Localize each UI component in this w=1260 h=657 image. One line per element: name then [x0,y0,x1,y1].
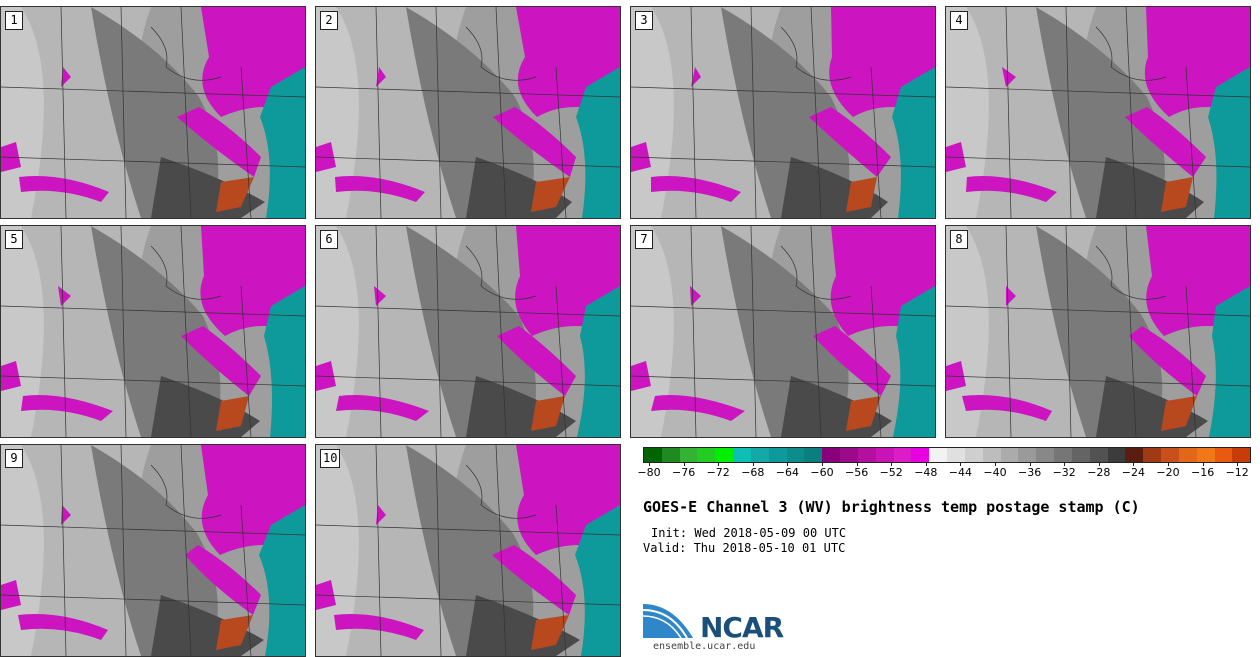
colorbar-tick-mark [822,462,823,466]
colorbar-tick-label: −28 [1087,466,1111,479]
colorbar-swatch-9 [804,448,823,462]
colorbar-swatch-19 [982,448,1001,462]
colorbar-tick-label: −72 [706,466,730,479]
stamp-panel-10: 10 [315,444,621,657]
stamp-panel-9: 9 [0,444,306,657]
colorbar-tick-label: −76 [671,466,696,479]
colorbar-tick-mark [960,462,962,466]
stamp-panel-3: 3 [630,6,936,219]
colorbar-swatch-22 [1036,448,1055,462]
colorbar-tick-mark [925,462,927,466]
colorbar-tick-label: −52 [879,466,903,479]
panel-number-label: 9 [5,449,23,468]
colorbar-swatch-25 [1089,448,1108,462]
colorbar-swatch-0 [644,448,662,462]
valid-time: Valid: Thu 2018-05-10 01 UTC [643,541,846,555]
colorbar-tick-mark [649,462,650,466]
stamp-panel-4: 4 [945,6,1251,219]
colorbar [643,447,1251,463]
panel-number-label: 10 [320,449,341,468]
panel-number-label: 1 [5,11,23,30]
colorbar-swatch-12 [857,448,876,462]
colorbar-swatch-14 [893,448,912,462]
colorbar-tick-label: −40 [983,466,1007,479]
colorbar-swatch-17 [947,448,965,462]
colorbar-swatch-30 [1178,448,1197,462]
logo-url: ensemble.ucar.edu [653,641,756,652]
colorbar-swatch-33 [1232,448,1251,462]
panel-number-label: 8 [950,230,968,249]
colorbar-swatch-24 [1071,448,1090,462]
colorbar-swatch-32 [1214,448,1233,462]
colorbar-tick-mark [995,462,996,466]
colorbar-swatch-31 [1196,448,1215,462]
colorbar-swatch-16 [929,448,948,462]
colorbar-swatch-11 [840,448,858,462]
figure-title: GOES-E Channel 3 (WV) brightness temp po… [643,498,1140,516]
colorbar-tick-mark [1029,462,1031,466]
colorbar-tick-mark [1064,462,1066,466]
panel-number-label: 3 [635,11,653,30]
colorbar-tick-mark [752,462,754,466]
colorbar-tick-mark [1168,462,1169,466]
colorbar-tick-mark [891,462,893,466]
colorbar-tick-label: −36 [1017,466,1042,479]
colorbar-swatch-5 [733,448,751,462]
colorbar-swatch-23 [1054,448,1072,462]
colorbar-swatch-29 [1161,448,1179,462]
colorbar-tick-label: −32 [1052,466,1076,479]
panel-number-label: 2 [320,11,338,30]
panel-number-label: 5 [5,230,23,249]
init-time: Init: Wed 2018-05-09 00 UTC [651,526,847,540]
colorbar-swatch-10 [822,448,841,462]
colorbar-tick-mark [1237,462,1239,466]
colorbar-swatch-6 [750,448,769,462]
colorbar-tick-mark [718,462,720,466]
colorbar-swatch-26 [1107,448,1126,462]
colorbar-swatch-21 [1018,448,1037,462]
colorbar-tick-label: −24 [1121,466,1145,479]
ncar-logo-icon [643,604,693,639]
colorbar-tick-label: −48 [914,466,938,479]
stamp-panel-6: 6 [315,225,621,438]
colorbar-tick-label: −16 [1190,466,1215,479]
colorbar-swatch-1 [661,448,680,462]
colorbar-swatch-27 [1125,448,1144,462]
colorbar-tick-label: −64 [775,466,799,479]
stamp-panel-7: 7 [630,225,936,438]
stamp-panel-2: 2 [315,6,621,219]
colorbar-tick-mark [1133,462,1135,466]
ncar-logo-text: NCAR [700,611,784,644]
colorbar-swatch-2 [679,448,698,462]
colorbar-swatch-8 [786,448,805,462]
colorbar-tick-label: −20 [1156,466,1180,479]
colorbar-swatch-4 [715,448,734,462]
colorbar-swatch-15 [911,448,930,462]
colorbar-tick-label: −60 [810,466,834,479]
colorbar-tick-label: −56 [844,466,869,479]
stamp-panel-5: 5 [0,225,306,438]
colorbar-swatch-18 [964,448,983,462]
colorbar-tick-mark [787,462,789,466]
panel-number-label: 4 [950,11,968,30]
colorbar-tick-mark [1202,462,1204,466]
colorbar-swatch-28 [1143,448,1162,462]
panel-number-label: 7 [635,230,653,249]
colorbar-tick-label: −44 [948,466,972,479]
colorbar-tick-label: −68 [741,466,765,479]
colorbar-ticks: −80 −76 −72 −68 −64 −60 −56 −52 −48 −44 −40 −36 −32−… [637,462,1251,482]
colorbar-tick-mark [856,462,858,466]
stamp-panel-8: 8 [945,225,1251,438]
colorbar-tick-label: −12 [1225,466,1249,479]
panel-number-label: 6 [320,230,338,249]
colorbar-swatch-7 [768,448,787,462]
stamp-panel-1: 1 [0,6,306,219]
colorbar-swatch-3 [697,448,716,462]
colorbar-tick-mark [1098,462,1100,466]
colorbar-swatch-20 [1000,448,1019,462]
colorbar-swatch-13 [875,448,894,462]
colorbar-tick-label: −80 [637,466,661,479]
colorbar-tick-mark [683,462,685,466]
